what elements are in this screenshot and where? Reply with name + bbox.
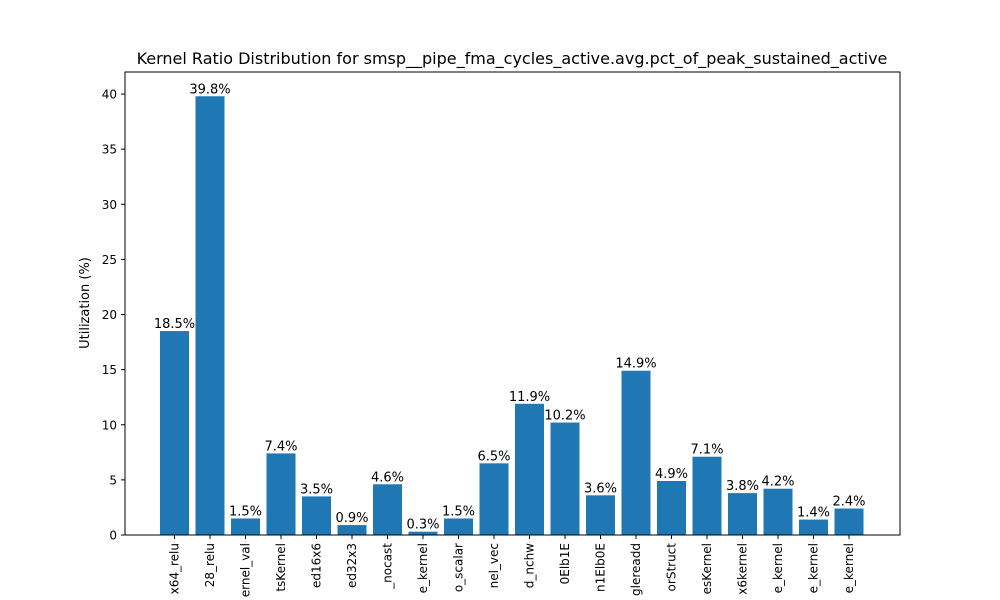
bar-data-label: 1.5% [229,504,262,519]
bar-data-label: 4.2% [761,475,794,490]
bar [302,496,331,535]
bar [586,495,615,535]
x-tick-label: tsKernel [274,543,288,592]
x-tick-label: e_kernel [842,543,856,593]
bar [444,518,473,535]
bar [763,488,793,535]
bar-data-label: 6.5% [477,449,510,464]
bar [657,480,686,535]
x-tick-label: d_nchw [523,543,537,588]
y-tick-label: 30 [102,198,117,212]
y-axis-title: Utilization (%) [78,257,93,349]
bar-data-label: 10.2% [544,409,585,424]
bar-data-label: 1.4% [797,506,830,521]
bar [195,96,225,535]
x-tick-label: e_kernel [416,543,430,593]
x-tick-label: 28_relu [203,543,217,587]
y-tick-label: 35 [102,143,117,157]
data-labels-layer: 18.5%39.8%1.5%7.4%3.5%0.9%4.6%0.3%1.5%6.… [154,82,866,532]
x-tick-label: o_scalar [452,543,466,592]
x-tick-label: n1Elb0E [594,543,608,592]
x-axis: x64_relu 28_relu ernel_val tsKernel ed16x6 ed… [168,535,856,597]
y-tick-label: 15 [102,363,117,377]
bar-data-label: 3.5% [300,482,333,497]
x-tick-label: 0Elb1E [558,543,572,584]
y-tick-label: 25 [102,253,117,267]
x-tick-label: esKernel [700,543,714,594]
bar [550,422,580,535]
y-tick-label: 20 [102,308,117,322]
x-tick-label: x64_relu [168,543,182,594]
y-axis: 0 5 10 15 20 25 30 35 40 [102,88,125,543]
bar-data-label: 7.1% [690,443,723,458]
bar [231,518,260,535]
chart-title: Kernel Ratio Distribution for smsp__pipe… [137,49,888,69]
y-tick-label: 10 [102,418,117,432]
bar-data-label: 18.5% [154,317,195,332]
bar [692,456,722,535]
bar [515,403,544,535]
bar-data-label: 0.3% [406,518,439,533]
bar-data-label: 4.9% [655,467,688,482]
bar [834,508,864,535]
x-tick-label: x6kernel [736,543,750,595]
y-tick-label: 5 [109,473,117,487]
x-tick-label: e_kernel [807,543,821,593]
bar [373,484,402,535]
y-tick-label: 0 [109,529,117,543]
bar [621,370,651,535]
x-tick-label: _nocast [381,543,395,590]
y-tick-label: 40 [102,88,117,102]
bars-layer [160,96,864,535]
x-tick-label: orStruct [665,543,679,592]
bar-data-label: 39.8% [189,82,230,97]
bar [479,463,509,535]
x-tick-label: ed16x6 [310,543,324,588]
bar [266,453,296,535]
bar [799,519,828,535]
x-tick-label: ernel_val [239,543,253,597]
x-tick-label: nel_vec [487,543,501,588]
bar-data-label: 3.8% [726,479,759,494]
bar-data-label: 0.9% [335,511,368,526]
x-tick-label: ed32x3 [345,543,359,588]
bar-data-label: 4.6% [371,470,404,485]
bar-data-label: 11.9% [509,390,550,405]
x-tick-label: e_kernel [771,543,785,593]
bar [408,531,438,535]
plot-frame [124,71,901,536]
bar [160,331,189,535]
x-tick-label: glereadd [629,543,643,596]
bar-data-label: 3.6% [584,481,617,496]
bar-data-label: 1.5% [442,504,475,519]
bar-data-label: 7.4% [264,439,297,454]
bar-data-label: 14.9% [615,357,656,372]
bar [337,525,367,535]
bar [728,493,757,535]
bar-data-label: 2.4% [832,495,865,510]
